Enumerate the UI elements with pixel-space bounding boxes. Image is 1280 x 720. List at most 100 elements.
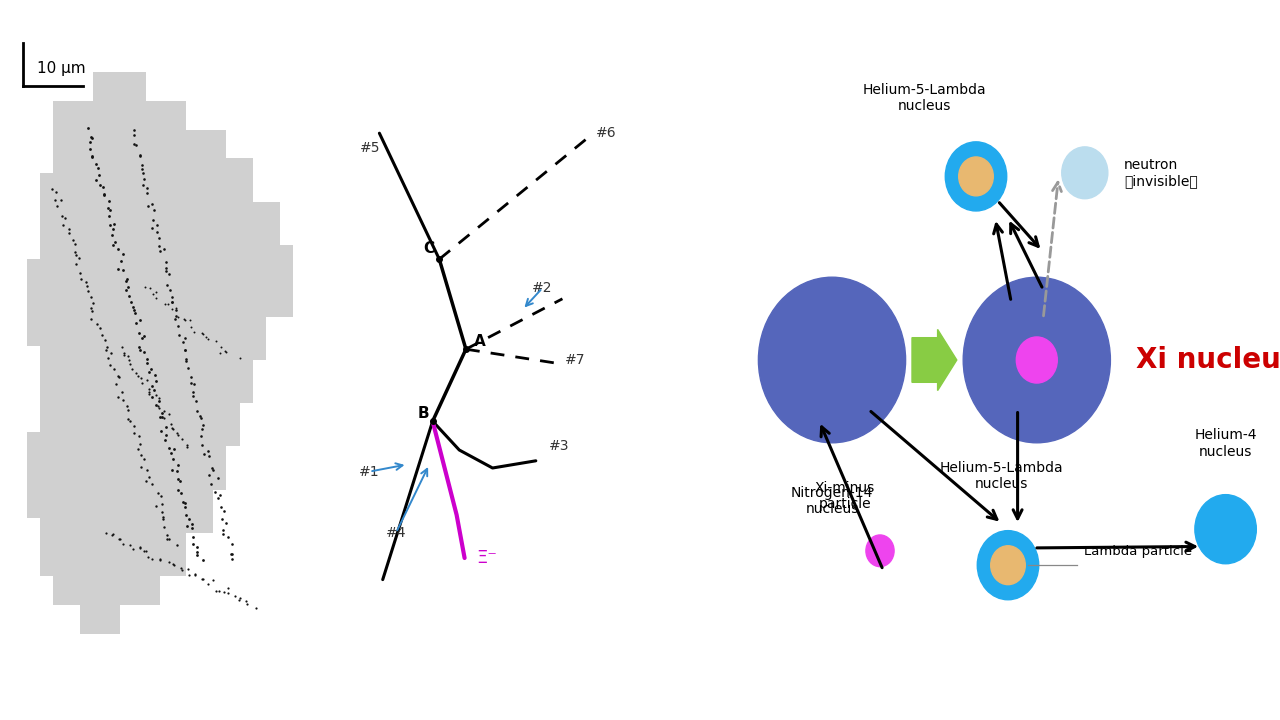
Point — [177, 439, 197, 451]
Point — [198, 333, 219, 345]
Point — [70, 273, 91, 284]
Point — [136, 546, 156, 557]
Point — [197, 578, 218, 590]
Point — [168, 464, 188, 476]
Point — [154, 521, 174, 532]
Point — [180, 377, 201, 389]
Point — [191, 410, 211, 422]
Point — [177, 441, 197, 453]
Point — [79, 136, 100, 148]
Circle shape — [991, 546, 1025, 585]
Point — [146, 500, 166, 512]
Point — [168, 473, 188, 485]
Point — [163, 423, 183, 434]
Text: Ξ⁻: Ξ⁻ — [476, 549, 497, 567]
Point — [93, 189, 114, 201]
Point — [123, 543, 143, 554]
Point — [108, 391, 128, 402]
Point — [192, 423, 212, 434]
Point — [184, 568, 205, 580]
Point — [120, 415, 141, 427]
Text: C: C — [424, 241, 434, 256]
Point — [174, 313, 195, 325]
Point — [147, 487, 168, 498]
Point — [173, 336, 193, 348]
Point — [133, 346, 154, 358]
Point — [106, 378, 127, 390]
Point — [225, 590, 246, 602]
Point — [215, 346, 236, 358]
Point — [193, 574, 214, 585]
Point — [118, 405, 138, 416]
Point — [168, 459, 188, 471]
Point — [156, 529, 177, 541]
Point — [143, 204, 164, 216]
Point — [129, 150, 150, 162]
Point — [138, 388, 159, 400]
Point — [102, 529, 123, 541]
Point — [218, 582, 238, 594]
Point — [81, 313, 101, 325]
Point — [134, 545, 155, 557]
Point — [131, 461, 151, 472]
Point — [205, 486, 225, 498]
Point — [127, 318, 147, 329]
Point — [192, 573, 212, 585]
Point — [210, 347, 230, 359]
Point — [120, 297, 141, 308]
Point — [132, 333, 152, 344]
Point — [164, 559, 184, 570]
Circle shape — [865, 535, 895, 567]
Text: Helium-4
nucleus: Helium-4 nucleus — [1194, 428, 1257, 459]
Point — [223, 549, 243, 560]
Point — [159, 284, 179, 295]
Point — [178, 362, 198, 374]
Point — [142, 553, 163, 564]
Point — [173, 496, 193, 508]
Point — [154, 413, 174, 424]
Point — [108, 243, 128, 254]
Point — [182, 522, 202, 534]
Point — [192, 328, 212, 339]
Point — [214, 587, 234, 598]
Point — [104, 218, 124, 230]
Point — [193, 419, 214, 431]
Point — [77, 281, 97, 292]
Point — [198, 446, 219, 457]
Point — [137, 358, 157, 369]
Point — [202, 575, 223, 586]
Point — [93, 189, 114, 200]
Point — [211, 341, 232, 353]
Point — [113, 395, 133, 406]
Point — [102, 528, 123, 540]
Point — [76, 276, 96, 287]
Point — [138, 471, 159, 482]
Text: #4: #4 — [385, 526, 406, 540]
Point — [143, 289, 164, 300]
Point — [82, 305, 102, 317]
Point — [70, 267, 91, 279]
Text: Helium-5-Lambda
nucleus: Helium-5-Lambda nucleus — [863, 83, 987, 113]
Point — [183, 538, 204, 549]
Point — [151, 491, 172, 503]
Point — [148, 392, 169, 404]
Point — [100, 204, 120, 216]
Point — [51, 194, 72, 206]
Point — [156, 430, 177, 441]
Point — [129, 315, 150, 326]
Point — [150, 554, 170, 565]
Point — [150, 554, 170, 565]
Point — [246, 602, 266, 613]
Point — [123, 301, 143, 312]
Point — [141, 380, 161, 392]
Point — [133, 453, 154, 464]
Point — [142, 391, 163, 402]
Point — [138, 200, 159, 212]
Point — [104, 363, 124, 374]
Point — [114, 347, 134, 359]
Point — [154, 243, 174, 255]
Point — [119, 290, 140, 302]
Point — [100, 219, 120, 230]
Point — [214, 505, 234, 517]
Point — [105, 237, 125, 248]
